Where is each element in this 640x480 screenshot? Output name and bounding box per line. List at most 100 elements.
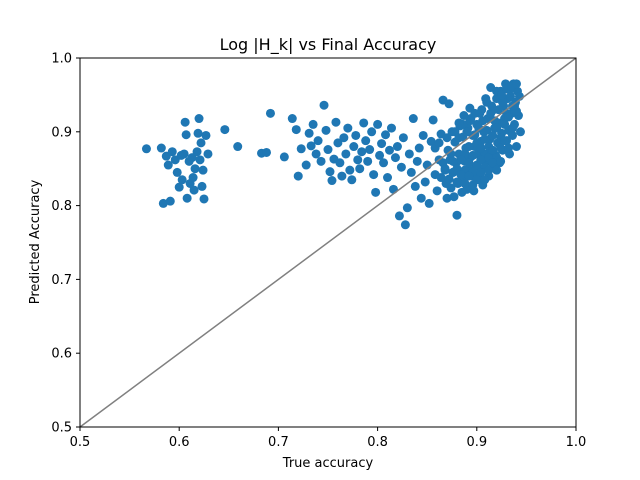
x-tick-label: 0.7 <box>268 435 289 450</box>
data-point <box>165 196 175 206</box>
data-point <box>323 145 333 155</box>
data-point <box>172 167 182 177</box>
data-point <box>418 130 428 140</box>
y-tick-label: 0.6 <box>51 347 72 362</box>
data-point <box>301 160 311 170</box>
data-point <box>440 165 450 175</box>
data-point <box>434 138 444 148</box>
data-point <box>508 123 518 133</box>
data-point <box>462 127 472 137</box>
data-point <box>496 143 506 153</box>
data-point <box>198 165 208 175</box>
data-point <box>452 177 462 187</box>
data-point <box>494 105 504 115</box>
data-point <box>361 136 371 146</box>
data-point <box>339 133 349 143</box>
data-point <box>193 128 203 138</box>
data-point <box>333 138 343 148</box>
y-tick-label: 0.7 <box>51 273 72 288</box>
data-point <box>452 210 462 220</box>
data-point <box>293 171 303 181</box>
data-point <box>353 155 363 165</box>
data-point <box>313 136 323 146</box>
data-point <box>343 123 353 133</box>
data-point <box>180 117 190 127</box>
data-point <box>188 173 198 183</box>
x-tick-label: 1.0 <box>566 435 587 450</box>
data-point <box>199 194 209 204</box>
data-point <box>316 156 326 166</box>
data-point <box>392 142 402 152</box>
data-point <box>196 138 206 148</box>
data-point <box>167 147 177 157</box>
data-point <box>306 141 316 151</box>
data-point <box>325 167 335 177</box>
data-point <box>465 116 475 126</box>
data-point <box>179 149 189 159</box>
data-point <box>195 155 205 165</box>
data-point <box>182 193 192 203</box>
x-tick-label: 0.5 <box>70 435 91 450</box>
data-point <box>194 114 204 124</box>
data-point <box>220 125 230 135</box>
axes-frame <box>79 57 577 428</box>
y-tick-label: 0.9 <box>51 125 72 140</box>
x-tick-label: 0.9 <box>466 435 487 450</box>
data-point <box>385 145 394 155</box>
data-point <box>511 106 521 116</box>
data-point <box>311 149 321 159</box>
data-point <box>476 167 486 177</box>
data-point <box>233 142 243 152</box>
data-point <box>291 125 301 135</box>
data-point <box>390 153 400 163</box>
data-point <box>189 185 199 195</box>
data-point <box>454 133 464 143</box>
data-point <box>420 177 430 187</box>
data-point <box>177 175 187 185</box>
data-point <box>287 114 297 124</box>
data-point <box>331 117 341 127</box>
data-point <box>412 156 422 166</box>
reference-diagonal-line <box>79 57 577 428</box>
data-point <box>504 143 514 153</box>
data-point <box>442 133 452 143</box>
y-tick-label: 0.5 <box>51 421 72 436</box>
data-point <box>351 130 361 140</box>
data-point <box>442 193 452 203</box>
data-point <box>477 105 487 115</box>
data-point <box>486 108 496 118</box>
data-point <box>371 187 381 197</box>
data-point <box>377 139 387 149</box>
data-point <box>398 133 408 143</box>
data-point <box>487 101 497 111</box>
data-point <box>488 158 498 168</box>
data-point <box>408 114 418 124</box>
data-point <box>349 142 359 152</box>
data-point <box>428 115 438 125</box>
data-point <box>490 116 500 126</box>
data-point <box>464 171 474 181</box>
data-point <box>141 144 151 154</box>
data-point <box>341 149 351 159</box>
data-point <box>449 192 459 202</box>
y-axis-ticks: 0.5 0.6 0.7 0.8 0.9 1.0 <box>51 52 80 436</box>
data-point <box>424 198 434 208</box>
data-point <box>321 125 331 135</box>
data-point <box>394 211 404 221</box>
data-point <box>296 144 306 154</box>
data-point <box>500 119 510 129</box>
data-point <box>337 171 347 181</box>
data-point <box>373 119 383 129</box>
data-point <box>410 181 420 191</box>
data-point <box>438 158 448 168</box>
data-point <box>357 147 367 157</box>
data-point <box>511 79 521 89</box>
y-tick-label: 0.8 <box>51 199 72 214</box>
data-point <box>478 116 488 126</box>
data-point <box>187 153 197 163</box>
data-point <box>504 112 514 122</box>
data-point <box>456 155 466 165</box>
data-point <box>181 130 191 140</box>
data-point <box>492 123 502 133</box>
